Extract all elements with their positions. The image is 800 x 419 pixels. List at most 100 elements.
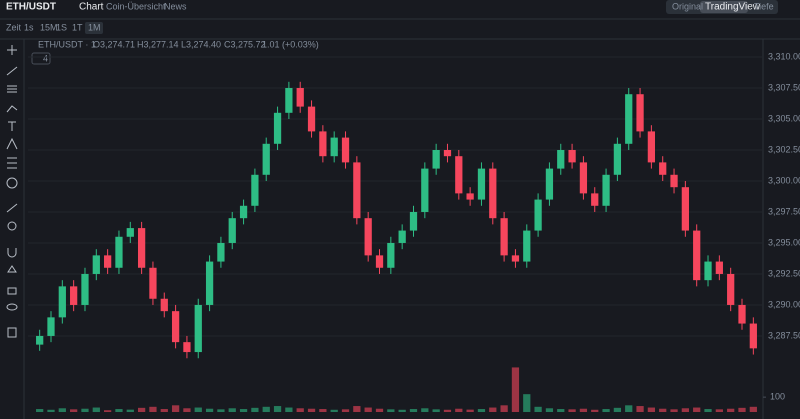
pair[interactable]: ETH/USDT [6, 2, 56, 13]
tool-icon[interactable] [7, 287, 17, 295]
tool-icon[interactable] [7, 157, 17, 169]
y-tick-label: 3,290.00 [768, 299, 800, 309]
volume-bar [330, 409, 338, 412]
volume-bar [194, 407, 202, 412]
tool-icon[interactable] [7, 327, 17, 338]
candle-body [681, 187, 689, 231]
volume-bar [466, 409, 474, 412]
candle-body [455, 156, 463, 194]
candle-body [217, 242, 225, 262]
volume-bar [477, 409, 486, 412]
candle-body [36, 335, 44, 345]
legend-symbol: ETH/USDT · 1 [38, 39, 96, 49]
candle-body [70, 286, 78, 305]
candle-body [273, 112, 282, 144]
volume-bar [659, 408, 667, 412]
volume-bar [704, 409, 712, 412]
volume-bar [455, 408, 463, 412]
candle-body [523, 230, 531, 262]
volume-bar [602, 409, 610, 412]
volume-bar [183, 408, 191, 412]
candle-body [341, 137, 350, 163]
tool-icon[interactable] [6, 203, 18, 213]
indicator-count[interactable]: 4 [43, 53, 48, 63]
tool-icon[interactable] [6, 137, 18, 150]
volume-bar [36, 409, 44, 412]
view[interactable]: Tiefe [754, 1, 774, 11]
candle-body [557, 149, 565, 169]
view[interactable]: Original [672, 1, 703, 11]
candle-body [715, 261, 723, 274]
y-tick-label: 3,305.00 [768, 113, 800, 123]
tab[interactable]: News [164, 1, 187, 11]
legend-close: C3,275.72 [224, 39, 266, 49]
interval[interactable]: 1S [56, 22, 67, 32]
candle-body [319, 131, 327, 157]
volume-bar [387, 409, 395, 412]
volume-bar [738, 407, 746, 412]
view-active [700, 1, 748, 13]
volume-tick-label: 100 [770, 392, 785, 402]
tool-icon[interactable] [7, 221, 17, 231]
interval[interactable]: 15M [40, 22, 58, 32]
candle-body [579, 162, 588, 194]
interval[interactable]: 1T [72, 22, 83, 32]
volume-bar [579, 408, 588, 412]
tool-icon[interactable] [7, 248, 17, 258]
legend-open: O3,274.71 [93, 39, 135, 49]
volume-bar [137, 407, 146, 412]
candle-body [137, 228, 146, 268]
volume-bar [171, 405, 180, 412]
candle-body [262, 143, 270, 175]
candle-body [296, 88, 304, 107]
tool-icon[interactable] [8, 121, 16, 131]
tool-icon[interactable] [6, 177, 18, 189]
indicator-toggle[interactable] [31, 52, 51, 65]
volume-bar [160, 409, 168, 412]
candle-body [647, 131, 656, 163]
tool-icon[interactable] [6, 303, 18, 311]
volume-bar [285, 407, 293, 412]
volume-bar [693, 407, 701, 412]
tool-icon[interactable] [7, 45, 17, 55]
volume-bar [149, 406, 157, 412]
candle-body [749, 323, 757, 349]
candle-body [727, 273, 735, 305]
candle-body [126, 228, 134, 237]
interval[interactable]: Zeit [6, 22, 22, 32]
volume-bar [613, 407, 622, 412]
view[interactable]: TradingView [705, 2, 761, 13]
volume-bar [409, 409, 418, 412]
candle-body [228, 218, 236, 243]
volume-bar [500, 405, 508, 412]
volume-bar [557, 409, 565, 412]
y-tick-label: 3,292.50 [768, 268, 800, 278]
tab[interactable]: Chart [79, 2, 104, 13]
candle-body [477, 168, 486, 200]
candle-body [92, 255, 100, 274]
tab[interactable]: Coin-Übersicht [106, 1, 166, 11]
candle-body [239, 205, 248, 219]
tool-icon[interactable] [6, 105, 18, 113]
candle-body [613, 143, 622, 175]
volume-bar [47, 409, 55, 412]
volume-bar [341, 409, 350, 412]
candle-body [307, 106, 316, 132]
tool-icon[interactable] [6, 66, 18, 76]
candle-body [693, 230, 701, 281]
volume-bar [81, 408, 89, 412]
y-tick-label: 3,297.50 [768, 206, 800, 216]
tool-icon[interactable] [7, 85, 17, 93]
volume-bar [398, 409, 406, 412]
y-tick-label: 3,300.00 [768, 175, 800, 185]
volume-bar [534, 406, 542, 412]
y-tick-label: 3,307.50 [768, 82, 800, 92]
volume-bar [432, 409, 440, 412]
interval[interactable]: 1s [24, 22, 34, 32]
interval-active [85, 22, 103, 34]
interval[interactable]: 1M [88, 22, 101, 32]
tool-icon[interactable] [7, 265, 17, 273]
volume-bar [511, 367, 520, 412]
volume-bar [715, 409, 723, 412]
candle-body [466, 193, 474, 200]
